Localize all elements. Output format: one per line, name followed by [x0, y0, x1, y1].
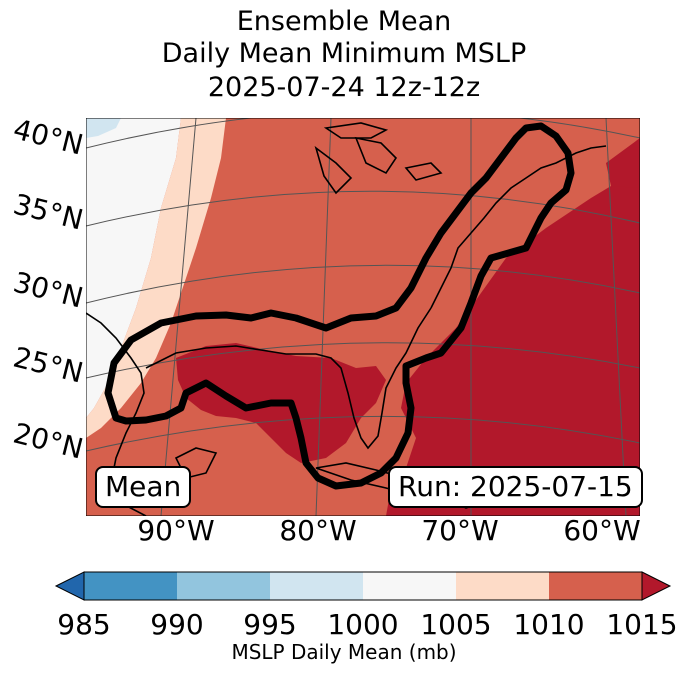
colorbar-segment-995-1000: [270, 572, 363, 600]
lon-label-80: 80°W: [279, 514, 357, 547]
colorbar-extend-high: [641, 571, 672, 601]
field-gt1015-ne: [606, 138, 640, 188]
colorbar-segment-990-995: [177, 572, 270, 600]
colorbar-segment-985-990: [84, 572, 177, 600]
graticule: [86, 118, 640, 516]
lon-label-70: 70°W: [421, 514, 499, 547]
title-line-1: Ensemble Mean: [236, 6, 452, 37]
colorbar-tick-995: 995: [243, 608, 297, 641]
title-line-2: Daily Mean Minimum MSLP: [161, 38, 527, 69]
field-lt1000: [86, 118, 121, 138]
lat-label-40: 40°N: [10, 112, 87, 162]
colorbar-title: MSLP Daily Mean (mb): [231, 640, 457, 664]
run-date-badge: Run: 2025-07-15: [388, 466, 643, 508]
mean-badge: Mean: [95, 466, 192, 508]
lat-label-30: 30°N: [10, 265, 87, 315]
lon-label-60: 60°W: [563, 514, 641, 547]
colorbar-tick-1000: 1000: [327, 608, 399, 641]
lat-label-20: 20°N: [10, 416, 87, 466]
colorbar-tick-990: 990: [150, 608, 204, 641]
colorbar-tick-985: 985: [57, 608, 111, 641]
colorbar: [54, 571, 672, 601]
map-panel: Mean Run: 2025-07-15: [85, 117, 643, 517]
lat-label-25: 25°N: [10, 340, 87, 390]
title-line-3: 2025-07-24 12z-12z: [207, 72, 481, 103]
field-1000-1005: [86, 118, 181, 418]
lon-label-90: 90°W: [137, 514, 215, 547]
colorbar-tick-1010: 1010: [513, 608, 585, 641]
colorbar-segment-1000-1005: [363, 572, 456, 600]
colorbar-segment-1010-1015: [549, 572, 642, 600]
colorbar-extend-low: [54, 571, 85, 601]
map-svg: [85, 117, 641, 517]
field-gt1015-atlantic: [386, 148, 640, 516]
colorbar-tick-1015: 1015: [606, 608, 678, 641]
colorbar-segment-1005-1010: [456, 572, 549, 600]
lat-label-35: 35°N: [10, 187, 87, 237]
contour-1015: [104, 122, 575, 490]
colorbar-tick-1005: 1005: [420, 608, 492, 641]
